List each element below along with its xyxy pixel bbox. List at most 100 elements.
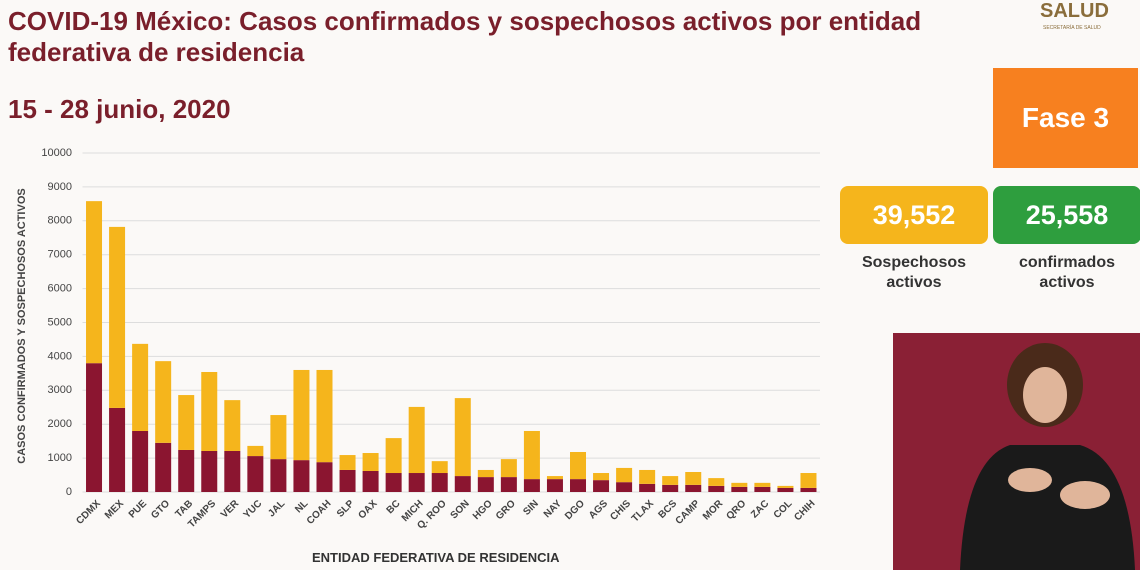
bar-segment (546, 476, 563, 480)
y-tick-label: 0 (66, 486, 72, 498)
bar-segment (316, 369, 333, 463)
bar-segment (454, 476, 471, 492)
bar-segment (570, 479, 587, 492)
bar-segment (431, 473, 448, 492)
x-tick-label: COAH (305, 498, 334, 527)
bar-segment (316, 462, 333, 492)
y-tick-label: 10000 (41, 147, 72, 159)
bar-segment (800, 487, 817, 492)
bar-segment (362, 453, 379, 471)
bar-segment (155, 442, 172, 492)
bar-segment (247, 445, 264, 457)
bar-segment (132, 343, 149, 431)
y-axis-label: CASOS CONFIRMADOS Y SOSPECHOSOS ACTIVOS (16, 188, 28, 464)
x-tick-label: PUE (127, 498, 150, 521)
x-tick-label: MOR (701, 498, 726, 523)
y-tick-label: 4000 (48, 350, 72, 362)
x-tick-label: SON (449, 498, 472, 521)
bar-segment (362, 470, 379, 492)
x-tick-label: MEX (103, 498, 126, 521)
y-tick-label: 7000 (48, 249, 72, 261)
x-tick-label: VER (219, 498, 242, 521)
bar-segment (754, 486, 771, 492)
bar-segment (247, 456, 264, 492)
bar-segment (109, 407, 126, 492)
logo: SALUD (1040, 0, 1109, 22)
bar-segment (639, 469, 656, 484)
bar-segment (523, 430, 540, 480)
y-tick-label: 6000 (48, 283, 72, 295)
bar-segment (685, 484, 702, 492)
bar-segment (178, 449, 195, 492)
x-tick-label: GRO (494, 498, 518, 522)
bar-segment (293, 460, 310, 492)
bar-segment (385, 438, 402, 474)
bar-segment (777, 487, 794, 492)
y-tick-label: 9000 (48, 181, 72, 193)
bar-segment (708, 485, 725, 492)
x-tick-label: JAL (266, 498, 287, 519)
bar-segment (270, 459, 287, 492)
bar-segment (616, 482, 633, 492)
bar-segment (777, 485, 794, 488)
stat-label: Sospechosos activos (861, 254, 967, 291)
bar-segment (477, 477, 494, 492)
sign-video (893, 333, 1140, 570)
x-tick-label: COL (772, 498, 795, 521)
x-tick-label: BC (385, 498, 403, 516)
title: COVID-19 México: Casos confirmados y sos… (8, 6, 922, 67)
x-axis-label: ENTIDAD FEDERATIVA DE RESIDENCIA (312, 550, 560, 565)
bar-segment (293, 369, 310, 461)
bar-segment (431, 461, 448, 474)
date: 15 - 28 junio, 2020 (8, 94, 231, 124)
x-tick-label: CDMX (74, 498, 103, 527)
bar-segment (155, 361, 172, 443)
bar-segment (178, 395, 195, 450)
bar-segment (570, 451, 587, 480)
bar-segment (523, 479, 540, 492)
x-tick-label: QRO (724, 498, 748, 522)
bar-segment (408, 406, 425, 474)
phase-box: Fase 3 (993, 68, 1138, 168)
bar-segment (454, 398, 471, 477)
y-tick-label: 2000 (48, 418, 72, 430)
y-tick-label: 3000 (48, 384, 72, 396)
bar-segment (593, 473, 610, 481)
bar-segment (500, 477, 517, 492)
x-tick-label: CHIH (792, 498, 817, 523)
x-tick-label: NL (293, 498, 310, 515)
x-tick-label: CAMP (674, 498, 703, 527)
y-tick-label: 1000 (48, 452, 72, 464)
bar-segment (385, 473, 402, 492)
bar-segment (408, 473, 425, 492)
x-tick-label: ZAC (749, 498, 771, 520)
x-tick-label: SLP (335, 498, 357, 520)
x-tick-label: TLAX (630, 498, 656, 524)
stat-label: confirmados activos (1018, 254, 1115, 291)
bar-segment (546, 479, 563, 492)
bar-segment (639, 483, 656, 492)
x-tick-label: CHIS (608, 498, 633, 523)
bar-segment (477, 469, 494, 478)
x-tick-label: HGO (471, 498, 495, 522)
x-tick-label: DGO (563, 498, 587, 522)
bar-segment (339, 469, 356, 492)
bar-segment (731, 482, 748, 487)
bar-segment (500, 459, 517, 478)
bar-segment (224, 450, 241, 492)
x-tick-label: SIN (521, 498, 541, 518)
bar-segment (708, 478, 725, 486)
logo-sub: SECRETARÍA DE SALUD (1043, 25, 1101, 31)
bar-segment (132, 430, 149, 492)
bar-segment (662, 484, 679, 492)
x-tick-label: GTO (149, 498, 172, 521)
x-tick-label: NAY (542, 498, 564, 520)
stat-box: 39,552 (840, 186, 988, 244)
bar-segment (86, 201, 103, 364)
bar-segment (86, 363, 103, 492)
stat-box: 25,558 (993, 186, 1140, 244)
bar-segment (754, 482, 771, 487)
bar-segment (201, 450, 218, 492)
bar-segment (339, 455, 356, 470)
